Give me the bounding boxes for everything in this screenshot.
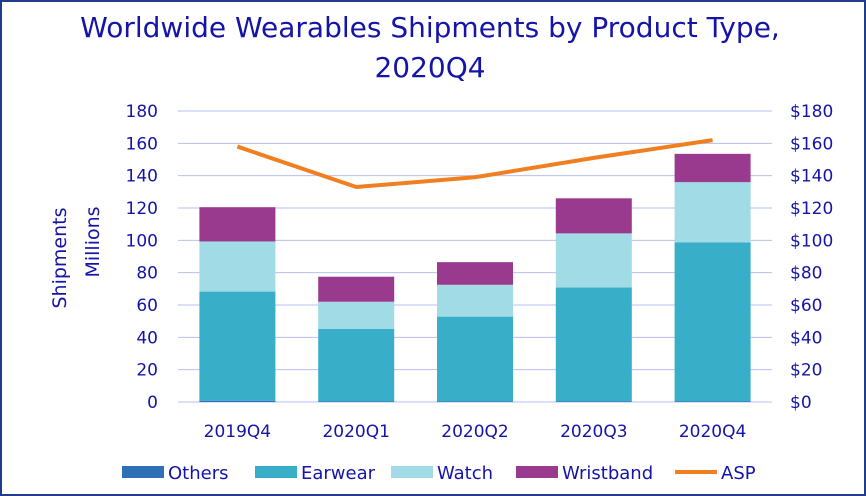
bar-watch-2019q4	[199, 241, 276, 292]
bar-wristband-2020q2	[437, 262, 513, 285]
bar-earwear-2020q4	[674, 242, 751, 402]
category-label: 2020Q1	[322, 422, 389, 442]
bar-earwear-2019q4	[199, 291, 276, 401]
right-tick-label: $120	[790, 199, 833, 219]
legend-swatch-earwear	[255, 466, 297, 478]
bar-watch-2020q4	[674, 182, 751, 243]
left-tick-label: 20	[136, 361, 158, 381]
legend-label: ASP	[721, 463, 756, 484]
left-tick-label: 80	[136, 264, 158, 284]
legend-swatch-wristband	[516, 466, 558, 478]
bar-others-2019q4	[199, 400, 276, 402]
legend-label: Watch	[437, 463, 493, 484]
legend-label: Others	[168, 463, 229, 484]
left-tick-label: 180	[126, 102, 158, 122]
legend-label: Earwear	[301, 463, 376, 484]
bar-wristband-2019q4	[199, 207, 276, 242]
right-tick-label: $80	[790, 264, 822, 284]
bar-watch-2020q1	[318, 301, 395, 329]
category-label: 2020Q3	[560, 422, 627, 442]
bars	[199, 153, 751, 402]
bar-watch-2020q2	[437, 284, 513, 317]
right-axis-ticks: $0 $20 $40 $60 $80 $100 $120 $140 $160 $180	[790, 102, 833, 413]
left-tick-label: 140	[126, 167, 158, 187]
bar-wristband-2020q1	[318, 276, 395, 302]
category-label: 2019Q4	[204, 422, 271, 442]
y-axis-label: Shipments	[49, 207, 71, 308]
category-label: 2020Q4	[679, 422, 746, 442]
left-tick-label: 40	[136, 328, 158, 348]
right-tick-label: $0	[790, 393, 812, 413]
left-tick-label: 120	[126, 199, 158, 219]
left-tick-label: 100	[126, 231, 158, 251]
right-tick-label: $100	[790, 231, 833, 251]
left-tick-label: 160	[126, 134, 158, 154]
bar-earwear-2020q3	[555, 287, 632, 402]
legend: Others Earwear Watch Wristband ASP	[122, 463, 756, 484]
bar-wristband-2020q3	[555, 198, 632, 234]
legend-swatch-others	[122, 466, 164, 478]
category-label: 2020Q2	[441, 422, 508, 442]
legend-label: Wristband	[562, 463, 653, 484]
bar-watch-2020q3	[555, 233, 632, 288]
legend-swatch-watch	[391, 466, 433, 478]
bar-earwear-2020q2	[437, 316, 513, 402]
series-line-asp	[236, 138, 713, 189]
category-labels: 2019Q4 2020Q1 2020Q2 2020Q3 2020Q4	[204, 422, 747, 442]
left-tick-label: 0	[147, 393, 158, 413]
chart-title: Worldwide Wearables Shipments by Product…	[80, 11, 780, 84]
right-tick-label: $60	[790, 296, 822, 316]
bar-earwear-2020q1	[318, 328, 395, 402]
asp-line	[236, 138, 713, 189]
right-tick-label: $140	[790, 167, 833, 187]
right-tick-label: $20	[790, 361, 822, 381]
left-axis-ticks: 0 20 40 60 80 100 120 140 160 180	[126, 102, 158, 413]
bar-wristband-2020q4	[674, 153, 751, 183]
right-tick-label: $40	[790, 328, 822, 348]
left-tick-label: 60	[136, 296, 158, 316]
y-axis-unit-label: Millions	[82, 206, 104, 277]
right-tick-label: $160	[790, 134, 833, 154]
right-tick-label: $180	[790, 102, 833, 122]
